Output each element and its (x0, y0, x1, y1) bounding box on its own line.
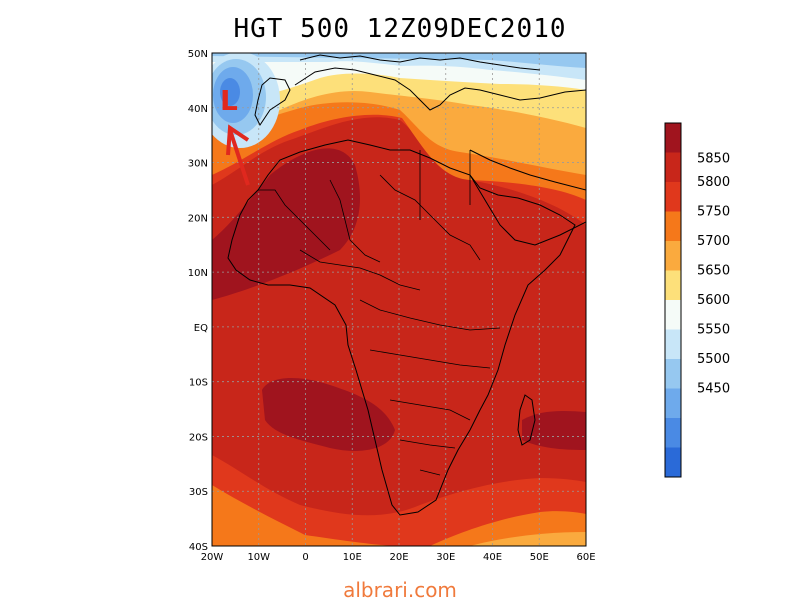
lon-tick-label: 0 (302, 552, 308, 563)
colorbar-segment (665, 418, 681, 448)
lat-tick-label: 30N (188, 159, 208, 170)
colorbar-segment (665, 388, 681, 419)
longitude-labels: 20W 10W 0 10E 20E 30E 40E 50E 60E (201, 552, 596, 563)
colorbar-label: 5650 (697, 264, 730, 279)
lat-tick-label: 10S (189, 378, 208, 389)
colorbar-segment (665, 123, 681, 153)
lat-tick-label: 40S (189, 542, 208, 553)
colorbar-segment (665, 211, 681, 242)
height-contour-fill (212, 53, 586, 546)
colorbar-segment (665, 359, 681, 389)
colorbar-label: 5750 (697, 205, 730, 220)
low-pressure-annotation: L (220, 84, 250, 186)
lat-tick-label: 10N (188, 268, 208, 279)
lon-tick-label: 30E (436, 552, 455, 563)
lat-lon-grid (212, 53, 586, 546)
colorbar-segment (665, 447, 681, 478)
colorbar-segment (665, 182, 681, 212)
lon-tick-label: 40E (483, 552, 502, 563)
latitude-labels: 50N 40N 30N 20N 10N EQ 10S 20S 30S 40S (188, 49, 208, 553)
colorbar-label: 5850 (697, 152, 730, 167)
arrow-head (226, 124, 250, 156)
lon-tick-label: 20E (389, 552, 408, 563)
colorbar-label: 5700 (697, 234, 730, 249)
coastline (227, 54, 586, 516)
arrow-shaft (228, 129, 250, 186)
low-label: L (220, 84, 238, 117)
colorbar-segment (665, 241, 681, 271)
colorbar-segment (665, 300, 681, 330)
map-title: HGT 500 12Z09DEC2010 (233, 14, 567, 44)
plot-frame (211, 52, 587, 547)
colorbar-label: 5550 (697, 323, 730, 338)
lon-tick-label: 60E (576, 552, 595, 563)
lon-tick-label: 50E (530, 552, 549, 563)
lon-tick-label: 20W (201, 552, 224, 563)
lat-tick-label: 20S (189, 432, 208, 443)
country-borders (258, 150, 501, 476)
colorbar-label: 5600 (697, 293, 730, 308)
colorbar-label: 5450 (697, 382, 730, 397)
colorbar-labels: 5850 5800 5750 5700 5650 5600 5550 5500 5450 (697, 152, 730, 397)
colorbar-label: 5500 (697, 352, 730, 367)
lat-tick-label: EQ (194, 323, 208, 334)
colorbar-frame (664, 122, 682, 478)
colorbar-segment (665, 329, 681, 360)
colorbar-label: 5800 (697, 175, 730, 190)
watermark: albrari.com (343, 578, 457, 602)
lon-tick-label: 10W (247, 552, 270, 563)
lon-tick-label: 10E (343, 552, 362, 563)
lat-tick-label: 40N (188, 104, 208, 115)
colorbar-segment (665, 152, 681, 183)
lat-tick-label: 20N (188, 213, 208, 224)
colorbar-segment (665, 270, 681, 301)
colorbar (664, 122, 682, 478)
lat-tick-label: 30S (189, 487, 208, 498)
lat-tick-label: 50N (188, 49, 208, 60)
